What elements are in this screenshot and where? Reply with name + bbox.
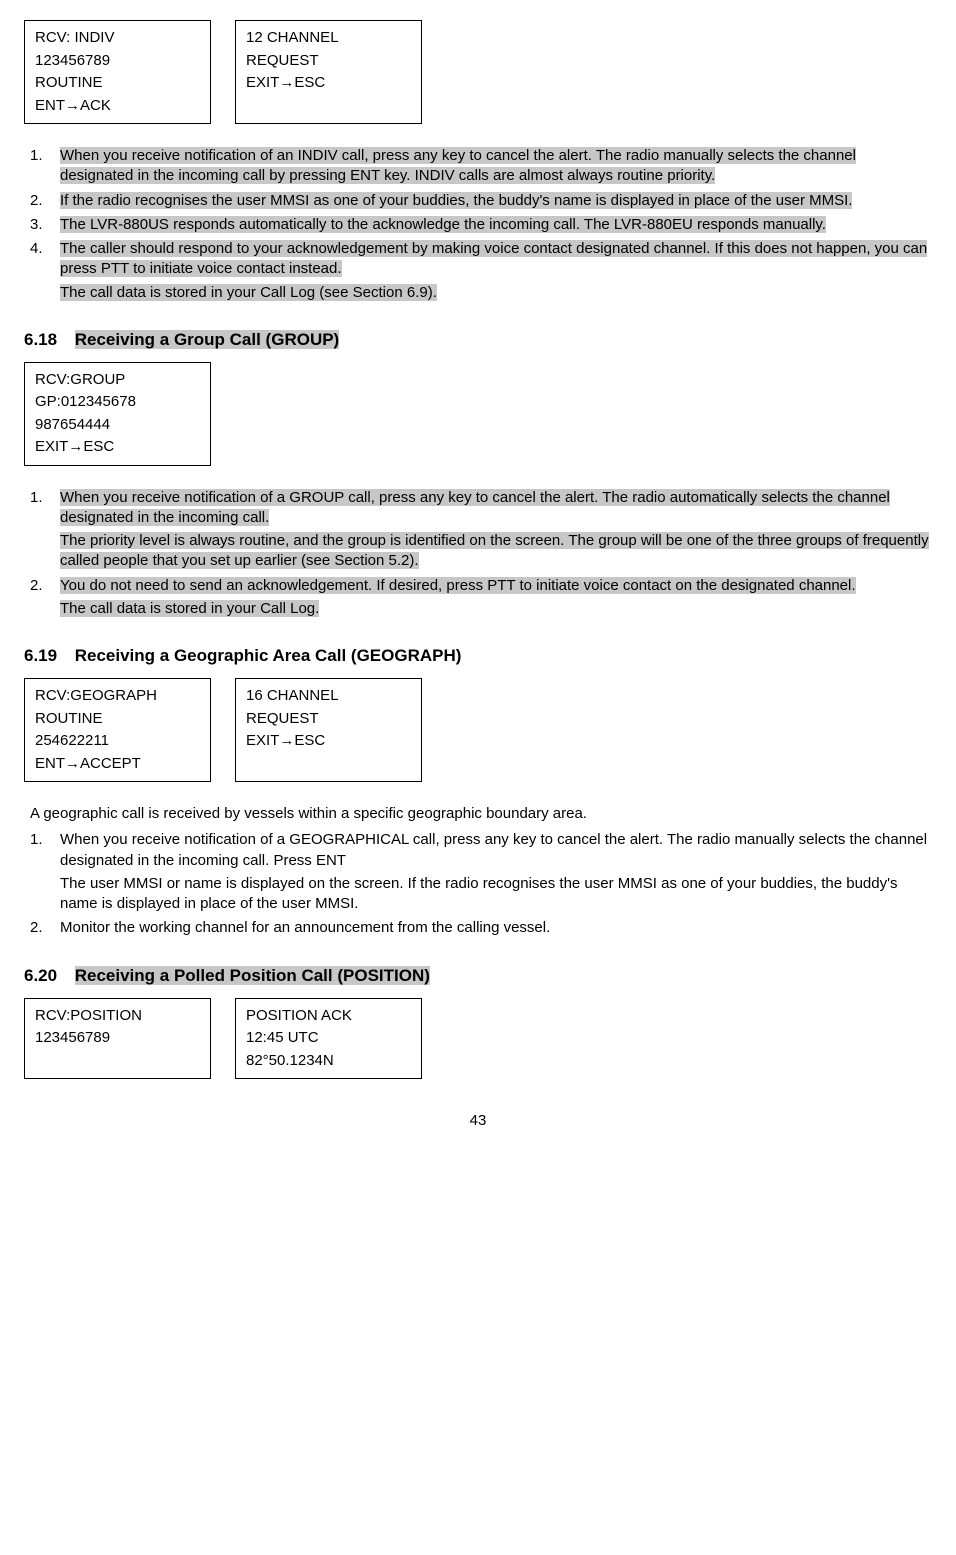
list-text: If the radio recognises the user MMSI as…: [60, 192, 852, 209]
display-line: ROUTINE: [35, 708, 200, 731]
display-line: 123456789: [35, 50, 200, 73]
list-text: The call data is stored in your Call Log…: [60, 600, 319, 617]
display-line: RCV:GEOGRAPH: [35, 685, 200, 708]
display-line: RCV:POSITION: [35, 1005, 200, 1028]
list-item: When you receive notification of a GROUP…: [24, 488, 932, 572]
list-text: The call data is stored in your Call Log…: [60, 284, 437, 301]
section-title: Receiving a Group Call (GROUP): [75, 330, 340, 349]
display-line: ENT→ACK: [35, 95, 200, 118]
page-number: 43: [24, 1111, 932, 1131]
display-line: 12 CHANNEL: [246, 27, 411, 50]
display-line: ROUTINE: [35, 72, 200, 95]
display-line: REQUEST: [246, 708, 411, 731]
list-text: When you receive notification of a GEOGR…: [60, 831, 927, 868]
section-heading-618: 6.18 Receiving a Group Call (GROUP): [24, 329, 932, 352]
display-line: POSITION ACK: [246, 1005, 411, 1028]
section-number: 6.18: [24, 329, 70, 352]
display-line: REQUEST: [246, 50, 411, 73]
display-box-620-right: POSITION ACK 12:45 UTC 82°50.1234N: [235, 998, 422, 1080]
display-row-618: RCV:GROUP GP:012345678 987654444 EXIT→ES…: [24, 362, 932, 466]
section-number: 6.20: [24, 965, 70, 988]
display-line: 16 CHANNEL: [246, 685, 411, 708]
list-text: The user MMSI or name is displayed on th…: [60, 875, 897, 912]
display-line: 82°50.1234N: [246, 1050, 411, 1073]
display-box-indiv-right: 12 CHANNEL REQUEST EXIT→ESC: [235, 20, 422, 124]
list-text: The caller should respond to your acknow…: [60, 240, 927, 277]
display-line: EXIT→ESC: [246, 72, 411, 95]
display-line: RCV: INDIV: [35, 27, 200, 50]
list-item: The caller should respond to your acknow…: [24, 239, 932, 303]
display-box-indiv-left: RCV: INDIV 123456789 ROUTINE ENT→ACK: [24, 20, 211, 124]
display-line: RCV:GROUP: [35, 369, 200, 392]
list-618: When you receive notification of a GROUP…: [24, 488, 932, 620]
display-row-619: RCV:GEOGRAPH ROUTINE 254622211 ENT→ACCEP…: [24, 678, 932, 782]
list-item: The LVR-880US responds automatically to …: [24, 215, 932, 235]
display-line: EXIT→ESC: [35, 436, 200, 459]
display-line: GP:012345678: [35, 391, 200, 414]
display-row-620: RCV:POSITION 123456789 POSITION ACK 12:4…: [24, 998, 932, 1080]
section-heading-619: 6.19 Receiving a Geographic Area Call (G…: [24, 645, 932, 668]
display-row-indiv: RCV: INDIV 123456789 ROUTINE ENT→ACK 12 …: [24, 20, 932, 124]
list-item: You do not need to send an acknowledgeme…: [24, 576, 932, 620]
list-text: You do not need to send an acknowledgeme…: [60, 577, 856, 594]
display-line: EXIT→ESC: [246, 730, 411, 753]
list-text: The LVR-880US responds automatically to …: [60, 216, 826, 233]
list-text: Monitor the working channel for an annou…: [60, 919, 550, 936]
list-indiv: When you receive notification of an INDI…: [24, 146, 932, 303]
display-box-620-left: RCV:POSITION 123456789: [24, 998, 211, 1080]
list-text: The priority level is always routine, an…: [60, 532, 929, 569]
display-line: ENT→ACCEPT: [35, 753, 200, 776]
list-item: If the radio recognises the user MMSI as…: [24, 191, 932, 211]
display-line: 123456789: [35, 1027, 200, 1050]
list-text: When you receive notification of a GROUP…: [60, 489, 890, 526]
list-item: Monitor the working channel for an annou…: [24, 918, 932, 938]
list-619: When you receive notification of a GEOGR…: [24, 830, 932, 938]
list-text: When you receive notification of an INDI…: [60, 147, 856, 184]
section-title: Receiving a Geographic Area Call (GEOGRA…: [75, 646, 462, 665]
display-line: 12:45 UTC: [246, 1027, 411, 1050]
display-box-618-left: RCV:GROUP GP:012345678 987654444 EXIT→ES…: [24, 362, 211, 466]
display-box-619-left: RCV:GEOGRAPH ROUTINE 254622211 ENT→ACCEP…: [24, 678, 211, 782]
section-title: Receiving a Polled Position Call (POSITI…: [75, 966, 430, 985]
display-line: 987654444: [35, 414, 200, 437]
list-item: When you receive notification of a GEOGR…: [24, 830, 932, 914]
section-heading-620: 6.20 Receiving a Polled Position Call (P…: [24, 965, 932, 988]
display-line: 254622211: [35, 730, 200, 753]
intro-text-619: A geographic call is received by vessels…: [24, 804, 932, 824]
section-number: 6.19: [24, 645, 70, 668]
display-box-619-right: 16 CHANNEL REQUEST EXIT→ESC: [235, 678, 422, 782]
list-item: When you receive notification of an INDI…: [24, 146, 932, 187]
